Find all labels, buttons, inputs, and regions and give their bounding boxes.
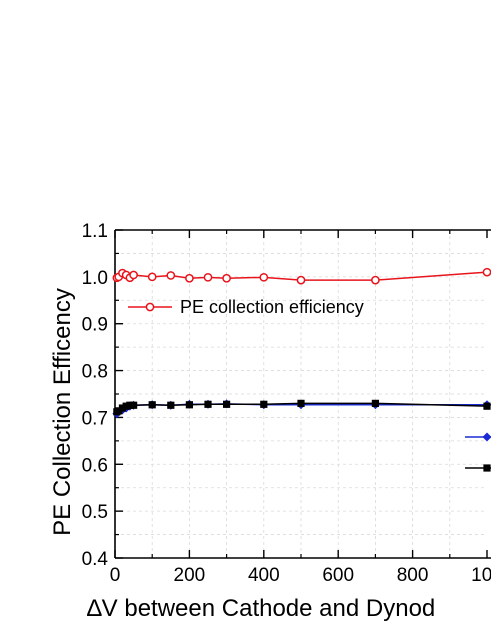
data-point (223, 400, 231, 408)
data-point (166, 271, 176, 280)
data-point (259, 272, 269, 282)
x-tick-label: 600 (322, 565, 354, 586)
y-tick-label: 1.1 (82, 221, 108, 242)
data-point (203, 272, 213, 282)
data-point (185, 401, 193, 409)
data-point (129, 270, 138, 280)
series (112, 267, 491, 285)
data-point (130, 401, 138, 409)
data-point (185, 273, 194, 283)
y-tick-label: 0.6 (82, 455, 108, 476)
data-point (371, 399, 379, 407)
axes: 0 200 400 600 800 100 0.4 0.5 0.6 0.7 0.8 0.9 1.0 1.1 (82, 221, 491, 586)
x-tick-label: 200 (174, 565, 206, 586)
y-tick-label: 0.5 (82, 502, 108, 523)
data-point (296, 275, 306, 285)
data-point (118, 404, 127, 412)
y-tick-label: 0.9 (82, 315, 108, 336)
data-point (145, 302, 155, 312)
y-tick-label: 1.0 (82, 268, 108, 289)
data-point (482, 267, 491, 277)
data-point (167, 401, 175, 409)
data-point (482, 432, 491, 442)
x-tick-label: 0 (110, 565, 121, 586)
legend: PE collection efficiency (128, 297, 491, 472)
x-tick-label: 100 (471, 565, 491, 586)
data-point (371, 275, 380, 285)
data-point (260, 400, 268, 408)
y-tick-label: 0.4 (82, 549, 109, 570)
data-point (483, 464, 491, 472)
x-axis-title: ∆V between Cathode and Dynod (87, 595, 435, 622)
x-tick-label: 800 (397, 565, 429, 586)
y-tick-label: 0.8 (82, 362, 108, 383)
y-axis-title: PE Collection Efficency (49, 288, 76, 536)
y-tick-label: 0.7 (82, 408, 108, 429)
data-point (222, 273, 231, 283)
data-point (148, 401, 156, 409)
data-point (297, 399, 305, 407)
series-layer (112, 267, 491, 419)
x-tick-label: 400 (248, 565, 280, 586)
data-point (115, 407, 123, 415)
series (113, 399, 491, 416)
data-point (483, 402, 491, 410)
legend-label-pe: PE collection efficiency (180, 297, 364, 317)
data-point (204, 400, 212, 408)
data-point (122, 402, 130, 410)
data-point (147, 272, 157, 282)
data-point (126, 401, 134, 409)
